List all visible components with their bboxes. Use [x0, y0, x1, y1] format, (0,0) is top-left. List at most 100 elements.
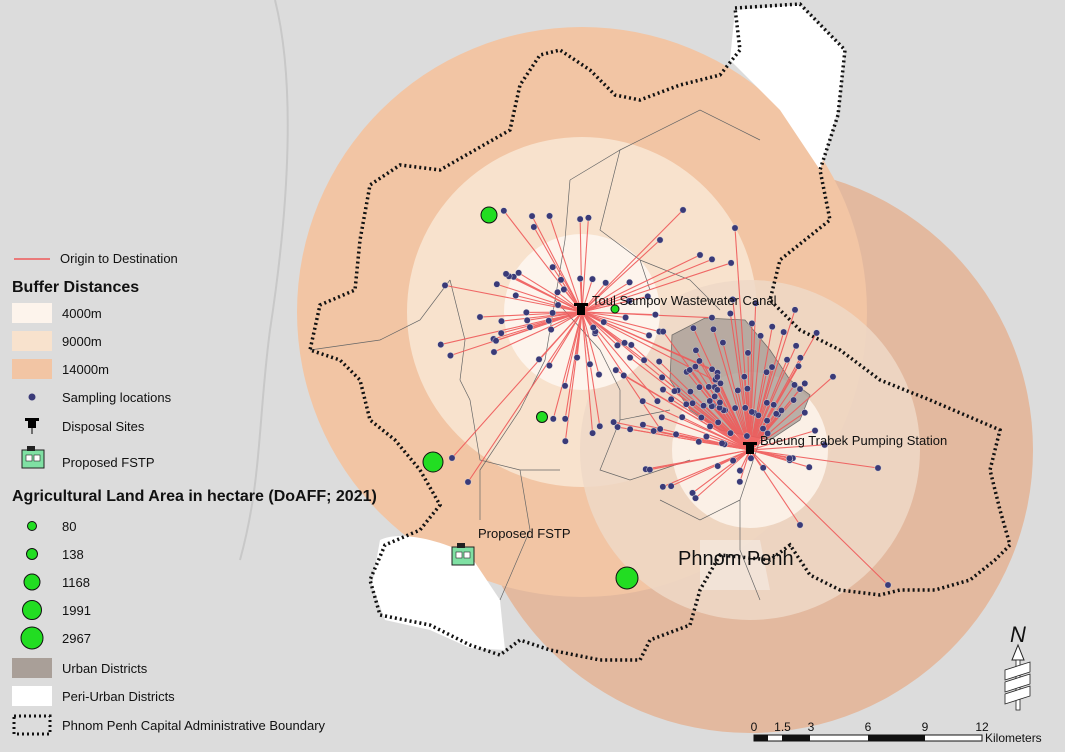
sampling-point: [740, 373, 748, 381]
sampling-point: [645, 331, 653, 339]
label-toul-sampov: Toul Sampov Wastewater Canal: [592, 293, 777, 308]
sampling-point: [600, 318, 608, 326]
sampling-point: [490, 348, 498, 356]
sampling-point: [786, 454, 793, 462]
sampling-point: [821, 441, 829, 449]
sampling-point: [759, 464, 767, 472]
sampling-point: [682, 400, 690, 408]
north-arrow-icon: N: [1004, 622, 1031, 711]
sampling-point: [546, 212, 554, 220]
sampling-point: [696, 383, 703, 391]
sampling-point: [515, 269, 523, 277]
legend-urban-swatch: [12, 658, 52, 678]
od-line: [450, 311, 583, 357]
agri-circle: [480, 206, 498, 224]
sampling-point: [727, 429, 734, 437]
sampling-point: [523, 316, 531, 324]
sampling-point: [747, 454, 755, 462]
sampling-point: [801, 409, 809, 417]
od-line: [749, 412, 806, 451]
od-line: [467, 311, 583, 483]
od-line: [749, 430, 816, 451]
od-line: [722, 342, 751, 451]
sampling-point: [639, 397, 647, 405]
sampling-point: [656, 425, 664, 433]
agri-circle: [422, 451, 444, 473]
sampling-point: [714, 418, 722, 426]
peri-urban-district-s: [700, 540, 770, 590]
agri-circle: [610, 304, 620, 314]
sampling-point: [672, 430, 680, 438]
sampling-point: [549, 263, 557, 271]
sampling-point: [667, 482, 675, 490]
od-line: [581, 311, 660, 333]
od-line: [581, 262, 732, 313]
sampling-point: [695, 357, 703, 365]
sampling-point: [743, 432, 751, 440]
sampling-point: [561, 415, 569, 423]
sampling-point: [763, 399, 771, 407]
sampling-point: [686, 366, 694, 374]
sampling-point: [772, 410, 780, 418]
sampling-point: [441, 281, 449, 289]
sampling-point: [708, 255, 716, 263]
od-line: [662, 449, 751, 488]
od-line: [749, 444, 825, 451]
legend-agri-138-label: 138: [62, 547, 84, 562]
legend-disposal: Disposal Sites: [62, 419, 145, 434]
sampling-point: [692, 494, 699, 502]
sampling-point: [640, 356, 648, 364]
sampling-point: [655, 358, 663, 365]
od-line: [706, 436, 751, 451]
od-line: [581, 311, 650, 336]
legend: Origin to Destination Buffer Distances 4…: [12, 251, 377, 736]
sampling-point: [734, 386, 742, 394]
sampling-point: [716, 398, 724, 406]
od-line: [501, 311, 583, 322]
sampling-point: [752, 299, 760, 307]
disposal-site-toul-sampov: [574, 303, 588, 315]
sampling-point: [626, 354, 634, 362]
sampling-point: [576, 215, 584, 223]
od-line: [581, 209, 684, 313]
sampling-point: [731, 404, 739, 412]
sampling-point: [763, 417, 771, 425]
sampling-point: [713, 373, 721, 381]
sampling-point: [639, 421, 647, 429]
legend-fstp-icon: [21, 446, 45, 469]
od-line: [749, 326, 773, 451]
sampling-point: [764, 429, 772, 437]
sampling-point: [610, 418, 618, 426]
legend-agri-138: [26, 548, 38, 560]
sampling-point: [695, 438, 703, 446]
od-line: [549, 215, 583, 313]
od-line: [692, 327, 751, 451]
proposed-fstp-marker: [451, 543, 475, 566]
sampling-point: [796, 385, 804, 393]
legend-swatch-14000m: [12, 359, 52, 379]
sampling-point: [612, 366, 620, 374]
sampling-point: [447, 352, 454, 359]
disposal-site-boeung-trabek: [743, 442, 757, 454]
legend-agri-1168: [23, 573, 41, 591]
od-line: [518, 272, 583, 313]
sampling-point: [651, 311, 659, 319]
sampling-point: [679, 206, 687, 214]
sampling-point: [512, 292, 520, 299]
od-line: [692, 449, 751, 494]
sampling-point: [768, 363, 776, 371]
sampling-point: [768, 323, 776, 331]
sampling-point: [659, 386, 667, 394]
sampling-point: [589, 429, 597, 437]
sampling-point: [754, 411, 762, 419]
od-line: [581, 258, 713, 313]
od-line: [581, 254, 701, 313]
sampling-point: [736, 478, 744, 486]
od-line: [503, 210, 583, 313]
sampling-point: [464, 478, 472, 486]
sampling-point: [689, 324, 697, 332]
legend-buffer-9000m: 9000m: [62, 334, 102, 349]
legend-origin-destination: Origin to Destination: [60, 251, 178, 266]
sampling-point: [573, 354, 581, 361]
sampling-point: [829, 373, 837, 381]
